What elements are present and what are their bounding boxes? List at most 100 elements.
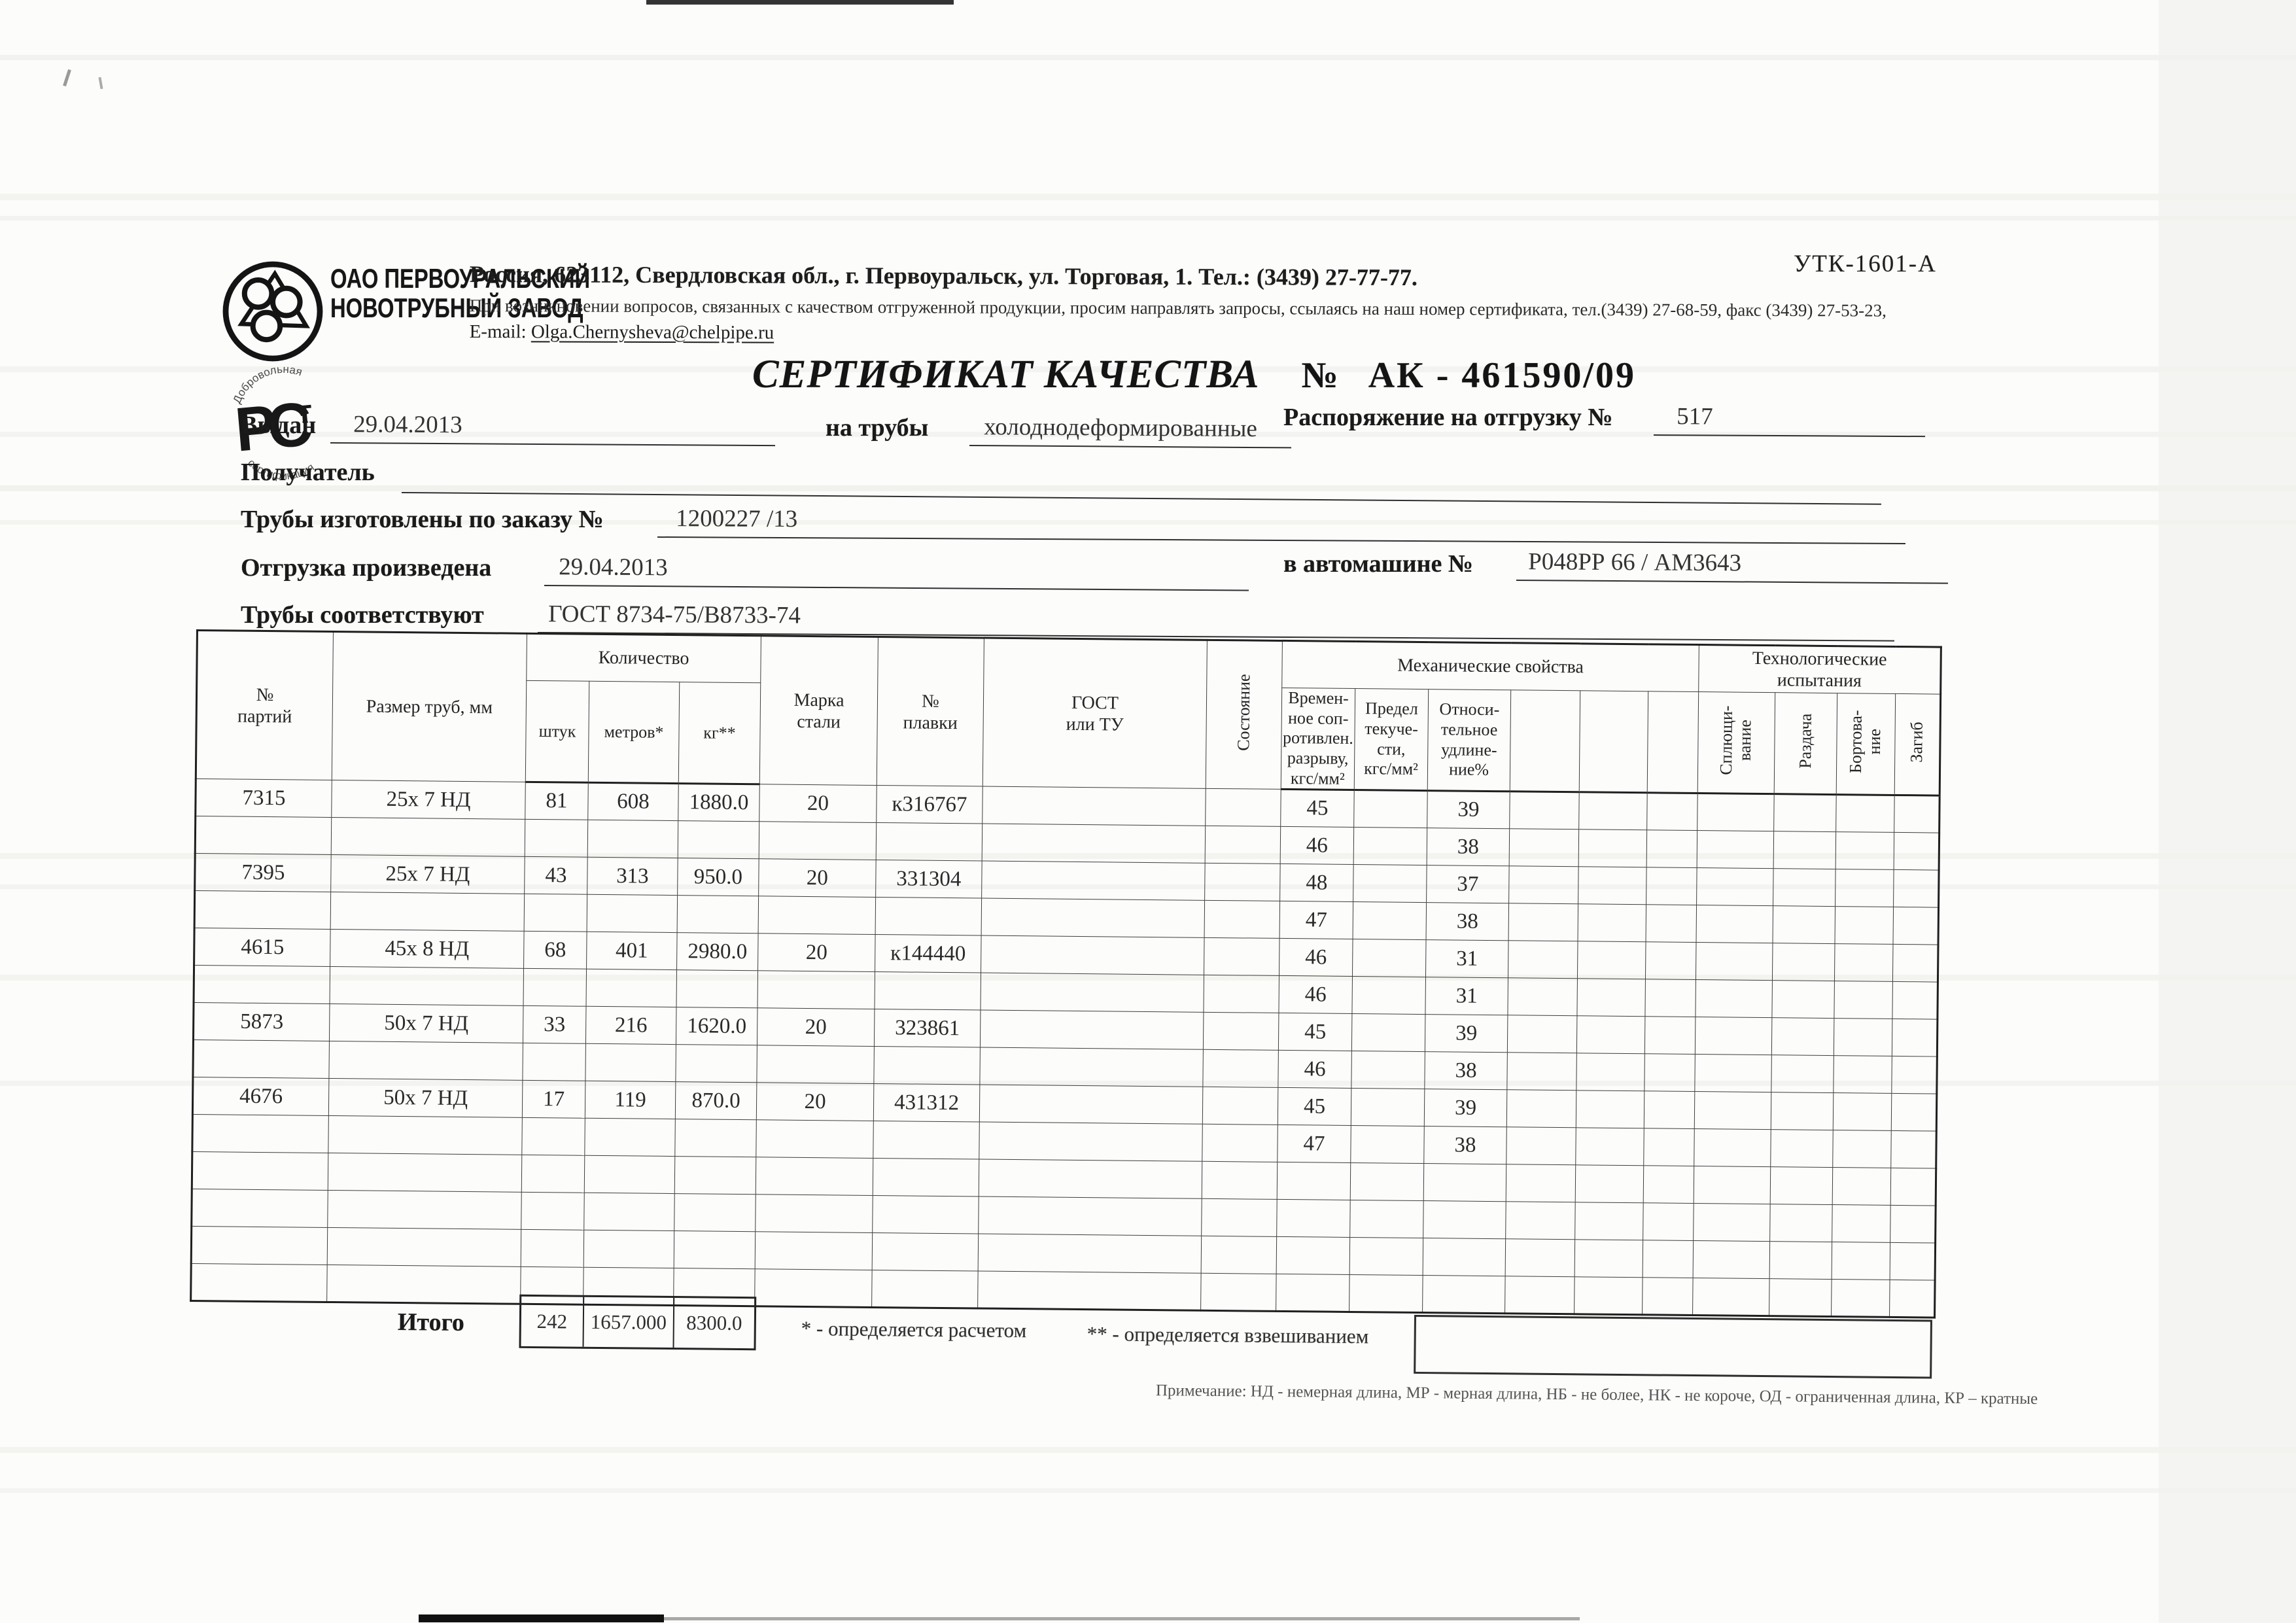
table-cell (1771, 1018, 1834, 1056)
table-cell (1832, 1204, 1891, 1243)
scan-artifact (2159, 0, 2296, 1623)
table-cell: 38 (1427, 828, 1510, 867)
table-cell (328, 1115, 523, 1155)
table-cell (1694, 1166, 1771, 1204)
totals-box: 242 1657.000 8300.0 (519, 1294, 757, 1351)
table-cell (1203, 975, 1279, 1013)
field-issued-label: Выдан (241, 411, 317, 439)
table-cell (1576, 979, 1646, 1017)
scan-artifact (646, 0, 954, 5)
table-cell (1204, 900, 1280, 939)
table-cell (584, 1155, 675, 1194)
field-ship-order-label: Распоряжение на отгрузку № (1283, 404, 1613, 431)
scan-artifact (0, 216, 2296, 220)
table-cell (194, 965, 330, 1004)
table-cell (521, 1229, 584, 1268)
table-cell (1201, 1236, 1277, 1274)
table-cell (1643, 1128, 1695, 1166)
field-ship-order-value: 517 (1654, 400, 1926, 438)
table-cell: 950.0 (677, 858, 759, 897)
table-cell (1351, 1088, 1425, 1126)
table-cell (524, 894, 587, 932)
table-cell (1349, 1200, 1424, 1238)
table-cell (978, 1196, 1202, 1236)
table-cell (1890, 1242, 1936, 1281)
col-header-expansion: Раздача (1774, 692, 1837, 795)
table-cell (977, 1271, 1202, 1311)
title-text: СЕРТИФИКАТ КАЧЕСТВА (752, 353, 1260, 396)
table-cell: 331304 (875, 860, 983, 899)
table-cell (1835, 794, 1895, 833)
table-cell: 46 (1278, 1050, 1352, 1089)
note-line: Примечание: НД - немерная длина, МР - ме… (1155, 1382, 2038, 1408)
document-title: СЕРТИФИКАТ КАЧЕСТВА № АК - 461590/09 (752, 352, 1636, 398)
table-cell (1833, 1092, 1892, 1131)
table-cell: 4615 (194, 928, 331, 967)
table-cell: 7315 (195, 778, 332, 818)
table-cell (327, 1227, 521, 1267)
table-cell (1832, 1242, 1890, 1280)
table-cell (1644, 1091, 1695, 1129)
table-cell (872, 1232, 979, 1272)
table-body: 7315 25х 7 НД 81 608 1880.0 20 к316767 45 39 46 38… (190, 778, 1940, 1318)
table-cell (331, 817, 525, 857)
table-cell (1576, 1016, 1645, 1055)
table-cell (755, 1232, 873, 1270)
table-cell (1697, 793, 1775, 832)
table-cell (1423, 1238, 1506, 1277)
table-cell (1509, 829, 1579, 867)
rst-certification-mark-icon: Добровольная РС т сертификация (226, 358, 337, 486)
table-cell (1202, 1087, 1278, 1125)
table-cell (583, 1193, 675, 1231)
table-cell (1770, 1166, 1833, 1205)
table-cell (1352, 939, 1427, 977)
col-header-size: Размер труб, мм (332, 631, 527, 782)
email-label: E-mail: (469, 321, 527, 343)
table-cell (1835, 869, 1894, 907)
table-cell (1505, 1202, 1576, 1240)
col-header-party: № партий (196, 630, 334, 780)
table-cell (1694, 1128, 1771, 1167)
email-address: Olga.Chernysheva@chelpipe.ru (531, 321, 774, 343)
table-cell (757, 971, 875, 1009)
col-header-gost: ГОСТ или ТУ (983, 638, 1208, 789)
table-cell: 313 (587, 857, 678, 896)
table-cell: 401 (586, 932, 678, 970)
certificate-number: АК - 461590/09 (1368, 355, 1636, 396)
table-cell (190, 1263, 328, 1302)
table-cell (1831, 1279, 1890, 1318)
table-cell (1506, 1127, 1576, 1166)
table-cell (1771, 981, 1835, 1019)
table-cell: 2980.0 (676, 932, 759, 971)
table-cell (1508, 903, 1578, 942)
table-cell (677, 895, 759, 934)
table-cell (1349, 1274, 1423, 1313)
table-cell (192, 1151, 328, 1191)
col-header-tensile-strength: Времен- ное соп- ротивлен. разрыву, кгс/… (1281, 688, 1355, 790)
table-cell (192, 1114, 329, 1153)
col-header-empty-1 (1510, 689, 1580, 793)
table-cell (1835, 831, 1894, 870)
table-cell (191, 1226, 328, 1265)
table-cell (1693, 1240, 1770, 1279)
table-cell (756, 1157, 873, 1196)
table-cell (978, 1234, 1202, 1274)
svg-text:т: т (294, 393, 314, 431)
table-cell (326, 1265, 521, 1304)
table-cell: 38 (1424, 1051, 1508, 1091)
table-cell (754, 1269, 873, 1308)
table-cell (1696, 942, 1773, 981)
field-conform-label: Трубы соответствуют (241, 601, 484, 629)
table-cell (981, 861, 1206, 901)
table-cell: 119 (585, 1081, 676, 1119)
col-header-yield-strength: Предел текуче- сти, кгс/мм² (1354, 688, 1429, 791)
totals-pieces: 242 (521, 1296, 585, 1347)
table-cell (585, 969, 677, 1007)
table-cell (1576, 1091, 1644, 1129)
col-header-steel-grade: Марка стали (759, 635, 878, 786)
table-cell (1646, 793, 1698, 831)
table-cell (1890, 1205, 1936, 1244)
table-cell: 46 (1279, 938, 1353, 977)
title-number-label: № (1301, 355, 1340, 396)
field-made-order-value: 1200227 /13 (657, 502, 1906, 544)
